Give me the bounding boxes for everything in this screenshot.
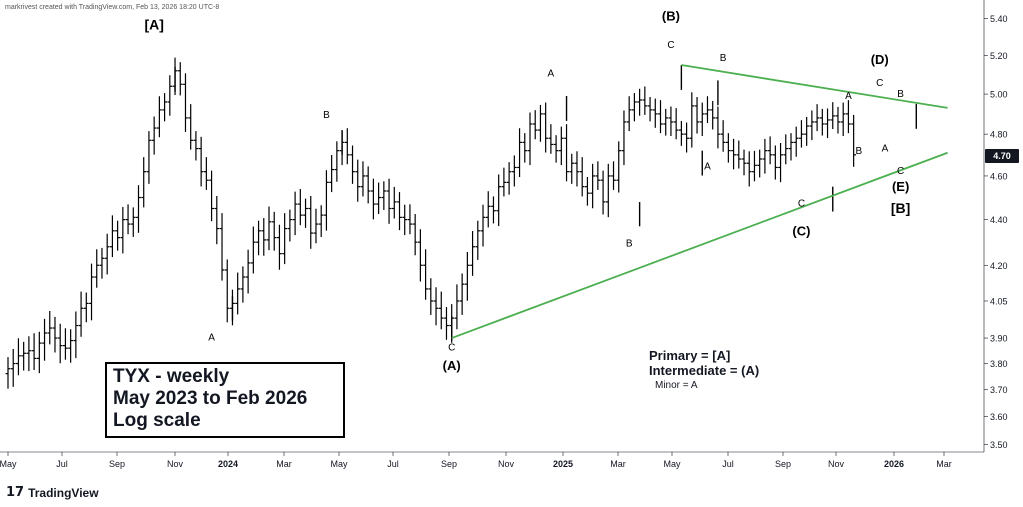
time-tick-label: Nov	[498, 459, 515, 469]
wave-label: C	[897, 166, 904, 177]
time-tick-label: Sep	[109, 459, 125, 469]
price-tick-label: 4.80	[990, 130, 1008, 140]
price-tick-label: 3.90	[990, 334, 1008, 344]
tradingview-logo[interactable]: 17 TradingView	[6, 485, 99, 500]
price-tick-label: 5.20	[990, 51, 1008, 61]
time-tick-label: May	[0, 459, 17, 469]
time-tick-label: 2025	[553, 459, 573, 469]
price-tick-label: 4.20	[990, 261, 1008, 271]
wave-label: (D)	[871, 52, 889, 67]
wave-label: B	[720, 53, 727, 64]
wave-label: A	[208, 333, 215, 344]
time-tick-label: Jul	[722, 459, 734, 469]
chart-axes: 3.50 3.60 3.70 3.80 3.90 4.05 4.20 4.40 4.60 4.80…	[0, 0, 1008, 469]
time-tick-label: Mar	[276, 459, 292, 469]
tradingview-logo-text: TradingView	[28, 485, 99, 500]
trendline-lower	[451, 151, 948, 339]
price-tick-label: 3.80	[990, 359, 1008, 369]
price-tick-label: 4.40	[990, 215, 1008, 225]
wave-label: B	[626, 239, 633, 250]
time-tick-label: Nov	[828, 459, 845, 469]
tradingview-logo-icon: 17	[6, 485, 25, 500]
wave-label: B	[856, 146, 863, 157]
legend-primary: Primary = [A]	[649, 348, 731, 363]
legend-minor: Minor = A	[655, 380, 698, 391]
wave-label: [B]	[891, 200, 910, 216]
wave-label: C	[798, 198, 805, 209]
wave-label: (B)	[662, 8, 680, 23]
time-tick-label: May	[330, 459, 348, 469]
wave-label: C	[667, 40, 674, 51]
wave-label: (E)	[892, 179, 909, 194]
wave-label: (A)	[443, 358, 461, 373]
wave-label: (C)	[792, 223, 810, 238]
price-tick-label: 5.00	[990, 90, 1008, 100]
price-tick-label: 4.60	[990, 171, 1008, 181]
chart-info-box: TYX - weekly May 2023 to Feb 2026 Log sc…	[105, 362, 345, 438]
wave-label: C	[876, 78, 883, 89]
price-tick-label: 3.60	[990, 412, 1008, 422]
wave-label: C	[448, 343, 455, 354]
time-tick-label: 2024	[218, 459, 238, 469]
time-tick-label: Mar	[936, 459, 952, 469]
price-tick-label: 3.50	[990, 440, 1008, 450]
price-tick-label: 3.70	[990, 385, 1008, 395]
wave-label: A	[548, 69, 555, 80]
wave-label: A	[845, 91, 852, 102]
info-line-2: May 2023 to Feb 2026	[113, 388, 308, 409]
wave-label: B	[323, 110, 330, 121]
time-tick-label: Sep	[775, 459, 791, 469]
time-tick-label: Nov	[167, 459, 184, 469]
legend-intermediate: Intermediate = (A)	[649, 363, 760, 378]
trendlines	[451, 64, 948, 339]
creator-credit: markrivest created with TradingView.com,…	[5, 4, 220, 11]
price-tick-label: 4.05	[990, 296, 1008, 306]
time-tick-label: Mar	[610, 459, 626, 469]
time-tick-label: Jul	[56, 459, 68, 469]
time-tick-label: Jul	[387, 459, 399, 469]
last-price-tag[interactable]: 4.70	[985, 149, 1019, 163]
time-tick-label: Sep	[441, 459, 457, 469]
degree-legend: Primary = [A] Intermediate = (A) Minor =…	[649, 348, 759, 393]
wave-label: A	[882, 144, 889, 155]
ohlc-bars	[5, 57, 917, 389]
time-tick-label: May	[663, 459, 681, 469]
info-line-1: TYX - weekly	[113, 366, 230, 387]
wave-label: B	[897, 89, 904, 100]
time-tick-label: 2026	[884, 459, 904, 469]
trendline-upper	[681, 64, 948, 109]
info-line-3: Log scale	[113, 410, 201, 431]
price-tick-label: 5.40	[990, 14, 1008, 24]
wave-label: [A]	[144, 16, 163, 32]
wave-label: A	[704, 162, 711, 173]
